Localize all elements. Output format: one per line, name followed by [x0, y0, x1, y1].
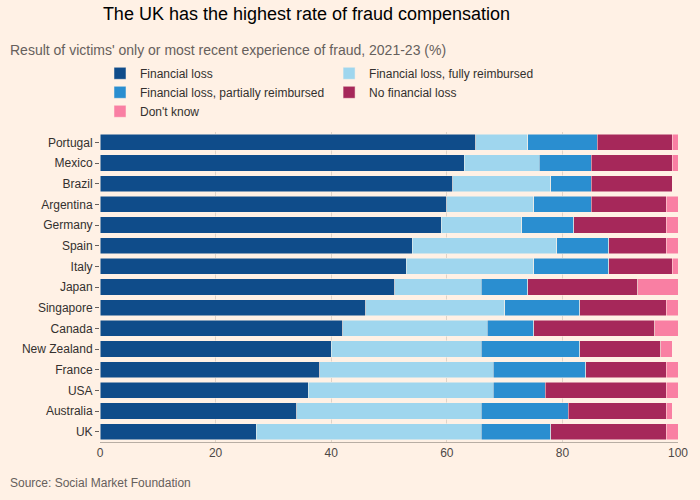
svg-text:New Zealand: New Zealand [22, 342, 93, 356]
svg-text:100: 100 [668, 446, 688, 460]
svg-text:USA: USA [68, 384, 93, 398]
svg-text:Mexico: Mexico [55, 156, 93, 170]
svg-text:UK: UK [76, 425, 93, 439]
svg-text:Italy: Italy [71, 260, 93, 274]
svg-text:Australia: Australia [46, 404, 93, 418]
svg-text:80: 80 [556, 446, 570, 460]
svg-text:Canada: Canada [51, 322, 93, 336]
svg-text:Result of victims' only or mos: Result of victims' only or most recent e… [10, 42, 446, 58]
svg-text:Financial loss: Financial loss [140, 67, 213, 81]
svg-text:Brazil: Brazil [63, 177, 93, 191]
svg-text:Argentina: Argentina [41, 198, 93, 212]
svg-text:60: 60 [440, 446, 454, 460]
svg-text:The UK has the highest rate of: The UK has the highest rate of fraud com… [103, 4, 510, 24]
svg-text:Japan: Japan [60, 280, 93, 294]
svg-text:No financial loss: No financial loss [369, 86, 456, 100]
svg-text:Financial loss, fully reimburs: Financial loss, fully reimbursed [369, 67, 533, 81]
svg-text:Spain: Spain [62, 239, 93, 253]
svg-text:Don't know: Don't know [140, 105, 199, 119]
svg-text:Source: Social Market Foundati: Source: Social Market Foundation [10, 476, 191, 490]
svg-text:Portugal: Portugal [48, 136, 93, 150]
svg-text:Singapore: Singapore [38, 301, 93, 315]
svg-text:Germany: Germany [43, 218, 92, 232]
svg-text:20: 20 [209, 446, 223, 460]
svg-text:Financial loss, partially reim: Financial loss, partially reimbursed [140, 86, 324, 100]
svg-text:0: 0 [97, 446, 104, 460]
svg-text:France: France [55, 363, 93, 377]
svg-text:40: 40 [325, 446, 339, 460]
